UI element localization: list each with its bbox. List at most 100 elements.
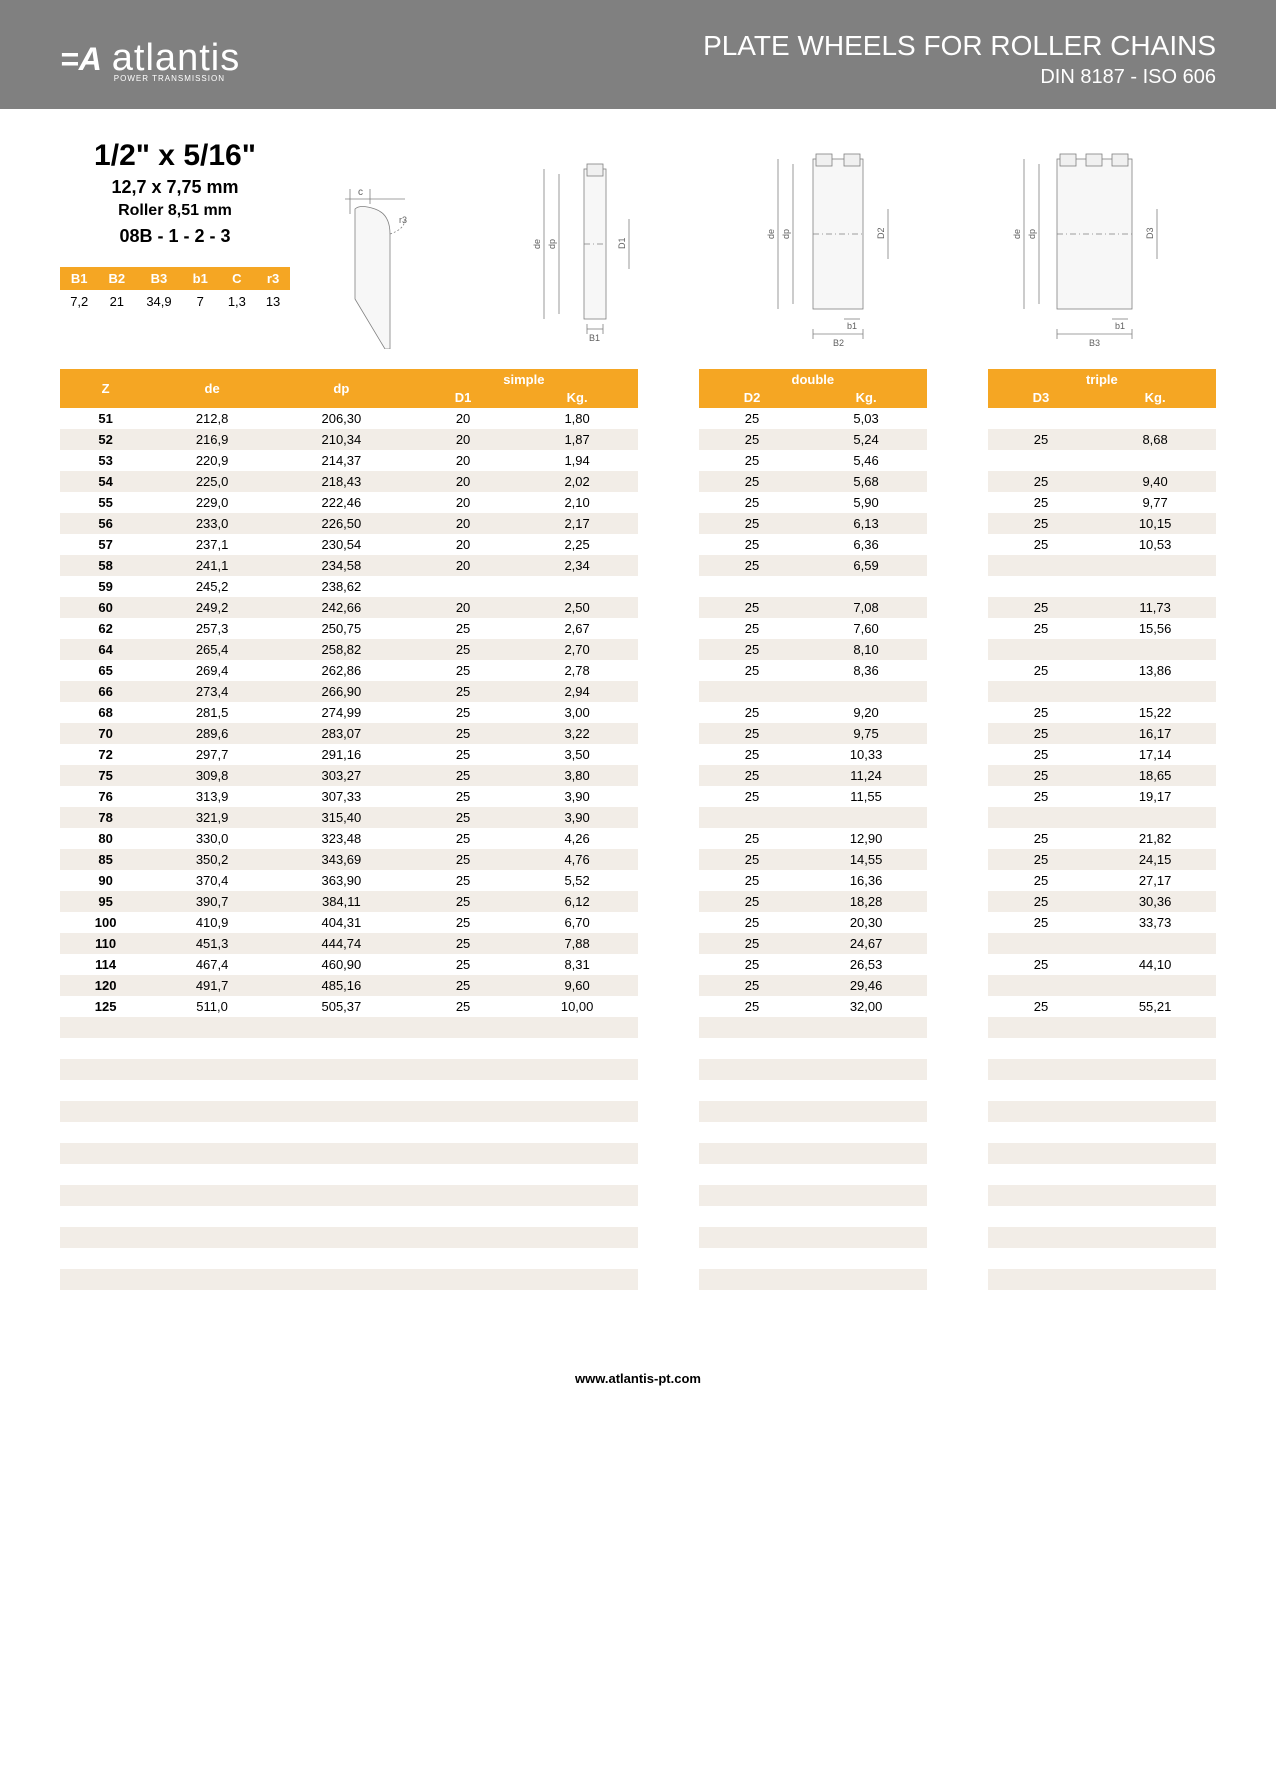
table-cell (410, 1122, 516, 1143)
table-cell (927, 492, 988, 513)
label-d3: D3 (1145, 227, 1155, 239)
table-cell: 206,30 (273, 408, 410, 429)
table-cell: 404,31 (273, 912, 410, 933)
table-cell (927, 408, 988, 429)
table-cell: 55 (60, 492, 151, 513)
table-cell (516, 1122, 638, 1143)
label-b3-cap: B3 (1089, 338, 1100, 348)
table-cell: 20 (410, 597, 516, 618)
table-cell (988, 639, 1094, 660)
table-cell: 25 (699, 786, 805, 807)
table-cell (988, 933, 1094, 954)
table-cell (151, 1206, 273, 1227)
table-cell (638, 1122, 699, 1143)
table-cell: 273,4 (151, 681, 273, 702)
table-cell: 25 (410, 702, 516, 723)
table-cell (516, 1206, 638, 1227)
table-cell: 53 (60, 450, 151, 471)
table-cell (927, 765, 988, 786)
table-cell (638, 870, 699, 891)
table-cell: 80 (60, 828, 151, 849)
table-cell: 25 (988, 618, 1094, 639)
table-cell (410, 1290, 516, 1311)
table-cell (988, 1290, 1094, 1311)
table-cell (410, 1164, 516, 1185)
table-cell (638, 1290, 699, 1311)
table-cell: 266,90 (273, 681, 410, 702)
table-cell: 5,46 (805, 450, 927, 471)
table-cell (1094, 1038, 1216, 1059)
table-cell: 25 (410, 891, 516, 912)
table-cell (60, 1290, 151, 1311)
footer-url: www.atlantis-pt.com (0, 1331, 1276, 1446)
table-cell: 25 (410, 807, 516, 828)
small-th: C (218, 267, 256, 290)
diagram-triple: de dp D3 b1 B3 (1002, 149, 1192, 349)
table-cell (638, 1227, 699, 1248)
table-cell: 245,2 (151, 576, 273, 597)
table-cell (1094, 933, 1216, 954)
table-cell (151, 1038, 273, 1059)
table-row (60, 1248, 1216, 1269)
table-row (60, 1017, 1216, 1038)
table-cell (60, 1038, 151, 1059)
small-td: 13 (256, 290, 290, 313)
table-cell (273, 1101, 410, 1122)
table-cell (699, 807, 805, 828)
table-cell (60, 1080, 151, 1101)
table-cell: 2,67 (516, 618, 638, 639)
table-cell (273, 1206, 410, 1227)
logo-block: =A atlantis POWER TRANSMISSION (60, 37, 240, 83)
table-cell (273, 1038, 410, 1059)
table-cell: 25 (699, 429, 805, 450)
table-cell: 25 (988, 891, 1094, 912)
table-cell (927, 891, 988, 912)
gap2 (927, 369, 988, 408)
table-row (60, 1059, 1216, 1080)
table-cell: 370,4 (151, 870, 273, 891)
table-cell (638, 1248, 699, 1269)
table-cell: 25 (699, 534, 805, 555)
table-cell (699, 1290, 805, 1311)
table-cell (988, 1143, 1094, 1164)
table-row (60, 1185, 1216, 1206)
table-cell (1094, 450, 1216, 471)
label-dp2: dp (781, 229, 791, 239)
table-cell (638, 513, 699, 534)
table-cell: 25 (988, 849, 1094, 870)
col-de: de (151, 369, 273, 408)
table-cell: 250,75 (273, 618, 410, 639)
label-d2: D2 (876, 227, 886, 239)
table-cell: 125 (60, 996, 151, 1017)
table-cell (151, 1017, 273, 1038)
table-cell (1094, 975, 1216, 996)
table-cell (988, 1248, 1094, 1269)
table-cell (638, 996, 699, 1017)
table-cell (699, 1143, 805, 1164)
table-cell: 25 (699, 975, 805, 996)
table-cell: 283,07 (273, 723, 410, 744)
table-cell: 52 (60, 429, 151, 450)
table-cell (805, 1017, 927, 1038)
table-cell (638, 534, 699, 555)
col-z: Z (60, 369, 151, 408)
table-cell (927, 1143, 988, 1164)
table-cell (1094, 1227, 1216, 1248)
table-cell (927, 933, 988, 954)
label-d1: D1 (617, 237, 627, 249)
table-cell (699, 1269, 805, 1290)
table-row: 60249,2242,66202,50257,082511,73 (60, 597, 1216, 618)
table-row (60, 1269, 1216, 1290)
label-dp3: dp (1027, 229, 1037, 239)
table-cell: 30,36 (1094, 891, 1216, 912)
table-cell (638, 597, 699, 618)
table-cell: 85 (60, 849, 151, 870)
table-cell (1094, 1101, 1216, 1122)
table-cell: 25 (988, 786, 1094, 807)
table-cell: 234,58 (273, 555, 410, 576)
table-cell (1094, 555, 1216, 576)
table-cell (1094, 1164, 1216, 1185)
table-cell: 25 (410, 765, 516, 786)
table-cell (60, 1164, 151, 1185)
table-cell: 16,17 (1094, 723, 1216, 744)
